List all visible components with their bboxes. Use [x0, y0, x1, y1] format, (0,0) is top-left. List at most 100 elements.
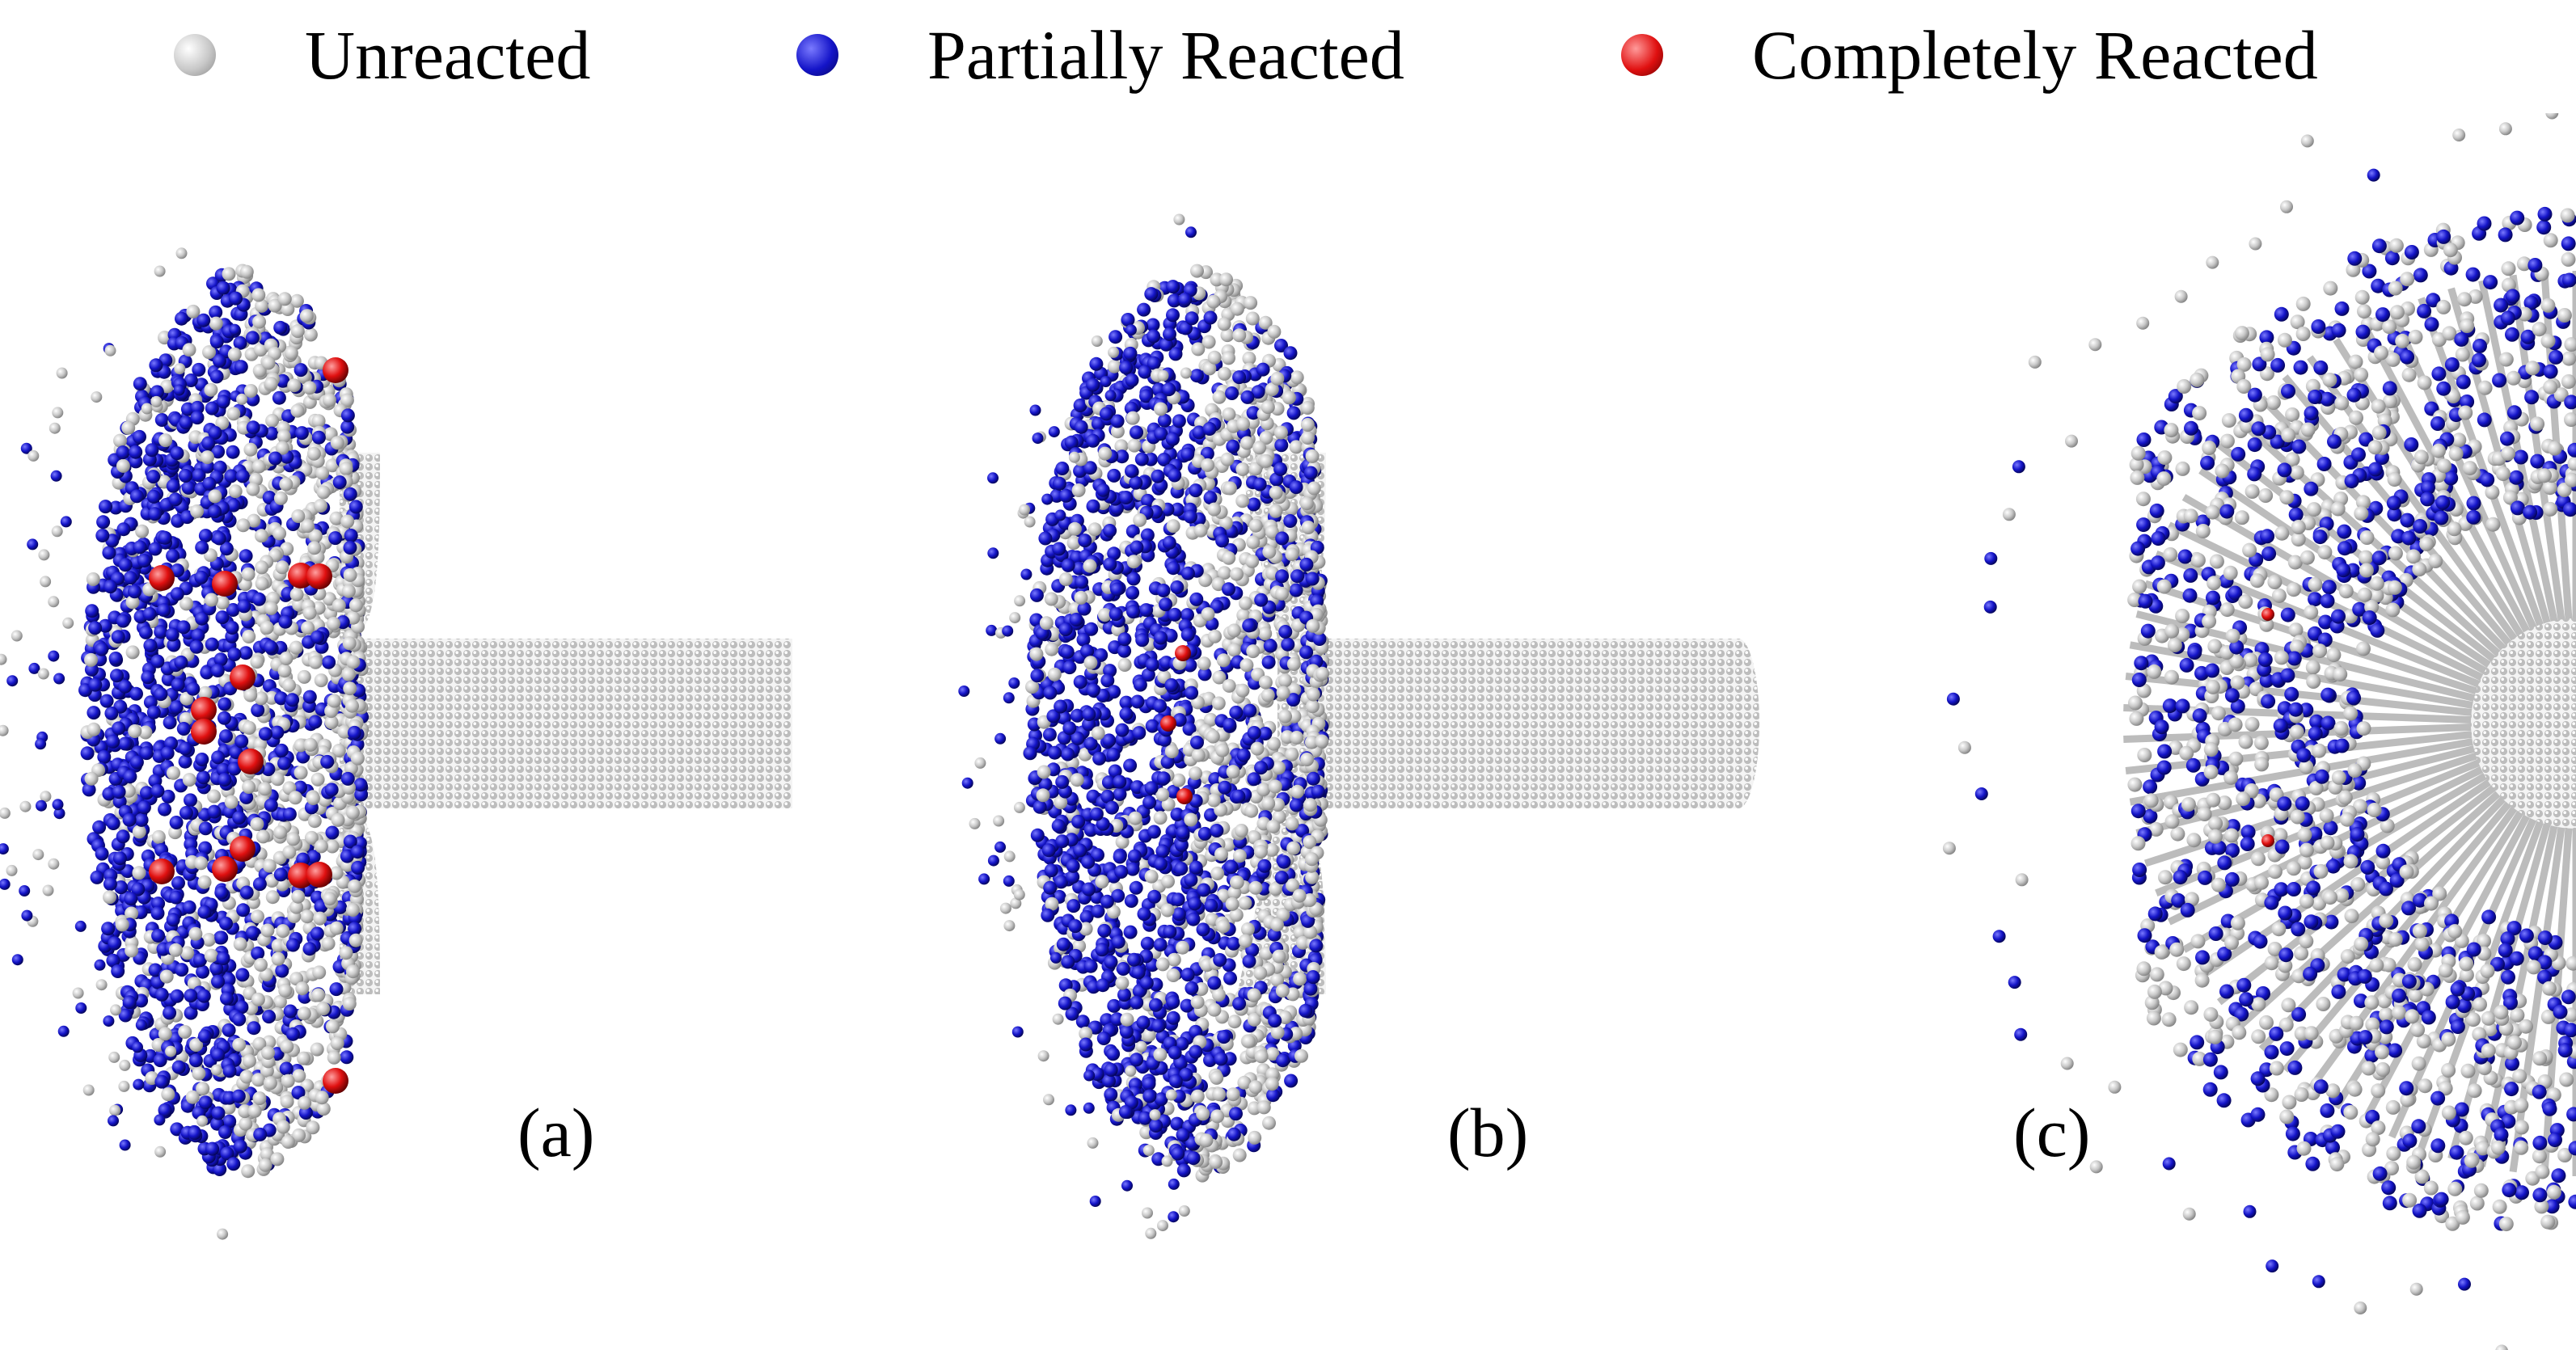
partially-reacted-particle [274, 691, 289, 706]
partially-reacted-particle [1226, 439, 1240, 454]
partially-reacted-particle [987, 472, 999, 484]
partially-reacted-particle [1095, 943, 1109, 957]
unreacted-particle [1201, 607, 1215, 622]
partially-reacted-particle [1133, 677, 1147, 692]
partially-reacted-particle [191, 628, 205, 643]
unreacted-particle [1253, 966, 1268, 981]
unreacted-particle [1286, 657, 1301, 671]
partially-reacted-particle [148, 963, 163, 977]
partially-reacted-particle [348, 500, 363, 514]
completely-reacted-particle [212, 856, 238, 882]
partially-reacted-particle [343, 541, 357, 555]
partially-reacted-particle [220, 991, 234, 1006]
unreacted-particle [342, 636, 357, 651]
unreacted-particle [154, 265, 166, 277]
partially-reacted-particle [1032, 432, 1044, 445]
legend-item-partially-reacted: Partially Reacted [796, 15, 1404, 95]
unreacted-particle [42, 884, 54, 896]
partially-reacted-particle [1299, 557, 1314, 572]
partially-reacted-particle [344, 529, 358, 542]
unreacted-particle [312, 965, 327, 980]
partially-reacted-particle [150, 654, 165, 669]
partially-reacted-particle [1247, 497, 1261, 512]
unreacted-particle [110, 1004, 122, 1016]
unreacted-particle [332, 598, 346, 613]
unreacted-particle [2186, 833, 2202, 848]
partially-reacted-particle [1023, 746, 1037, 761]
unreacted-particle [1127, 438, 1142, 453]
unreacted-particle [311, 988, 326, 1002]
unreacted-particle [1207, 350, 1222, 365]
partially-reacted-particle [293, 780, 307, 795]
unreacted-particle [2242, 542, 2257, 558]
partially-reacted-particle [1261, 655, 1276, 669]
partially-reacted-particle [2417, 303, 2432, 319]
partially-reacted-particle [1247, 726, 1261, 740]
partially-reacted-particle [19, 885, 31, 896]
unreacted-particle [49, 422, 61, 434]
partially-reacted-particle [252, 877, 267, 892]
partially-reacted-particle [95, 846, 109, 861]
unreacted-particle [332, 744, 346, 757]
unreacted-particle [299, 309, 314, 323]
partially-reacted-particle [1107, 546, 1121, 561]
partially-reacted-particle [1144, 781, 1159, 795]
partially-reacted-particle [1311, 784, 1325, 799]
unreacted-particle [1036, 788, 1050, 803]
unreacted-particle [342, 997, 357, 1011]
partially-reacted-particle [1106, 748, 1121, 761]
partially-reacted-particle [134, 812, 149, 827]
partially-reacted-particle [154, 1114, 166, 1126]
unreacted-particle [242, 720, 256, 735]
partially-reacted-particle [225, 621, 239, 635]
partially-reacted-particle [2362, 264, 2377, 279]
unreacted-particle [1190, 264, 1204, 278]
partially-reacted-particle [302, 942, 317, 956]
partially-reacted-particle [302, 690, 317, 704]
partially-reacted-particle [48, 650, 60, 662]
panel-a: (a) [0, 247, 792, 1240]
unreacted-particle [1211, 696, 1226, 711]
unreacted-particle [284, 346, 298, 361]
partially-reacted-particle [1172, 907, 1186, 922]
unreacted-particle [141, 403, 153, 415]
unreacted-particle [276, 924, 290, 939]
unreacted-particle [254, 958, 268, 972]
unreacted-particle [270, 1152, 285, 1166]
unreacted-particle [343, 681, 357, 696]
partially-reacted-particle [1147, 356, 1161, 370]
unreacted-particle [1239, 658, 1254, 673]
unreacted-particle [290, 403, 305, 418]
partially-reacted-particle [1084, 622, 1099, 636]
unreacted-particle [1208, 629, 1222, 643]
partially-reacted-particle [1223, 718, 1237, 732]
unreacted-particle [168, 943, 183, 957]
partially-reacted-particle [145, 443, 159, 458]
partially-reacted-particle [132, 1041, 143, 1053]
partially-reacted-particle [1145, 657, 1159, 672]
partially-reacted-particle [1173, 1056, 1188, 1070]
partially-reacted-particle [1073, 675, 1087, 690]
outlier-particles-a [0, 247, 248, 1240]
partially-reacted-particle [158, 802, 172, 816]
unreacted-particle [215, 596, 230, 610]
partially-reacted-particle [1134, 452, 1149, 466]
partially-reacted-particle [57, 1025, 70, 1037]
partially-reacted-particle [1170, 808, 1185, 821]
partially-reacted-particle [329, 982, 344, 997]
unreacted-particle [1270, 972, 1285, 987]
partially-reacted-particle [1008, 677, 1020, 689]
partially-reacted-particle [108, 936, 122, 951]
partially-reacted-particle [1065, 1104, 1077, 1116]
unreacted-particle [268, 298, 282, 313]
partially-reacted-particle [99, 500, 112, 514]
partially-reacted-particle [2321, 580, 2337, 595]
unreacted-particle [1305, 699, 1320, 714]
partially-reacted-particle [170, 446, 184, 461]
unreacted-particle [301, 621, 315, 635]
partially-reacted-particle [1229, 1107, 1243, 1121]
unreacted-particle [1305, 449, 1320, 463]
partially-reacted-particle [1289, 798, 1303, 812]
unreacted-particle [2460, 1063, 2476, 1078]
unreacted-particle [1222, 407, 1236, 421]
